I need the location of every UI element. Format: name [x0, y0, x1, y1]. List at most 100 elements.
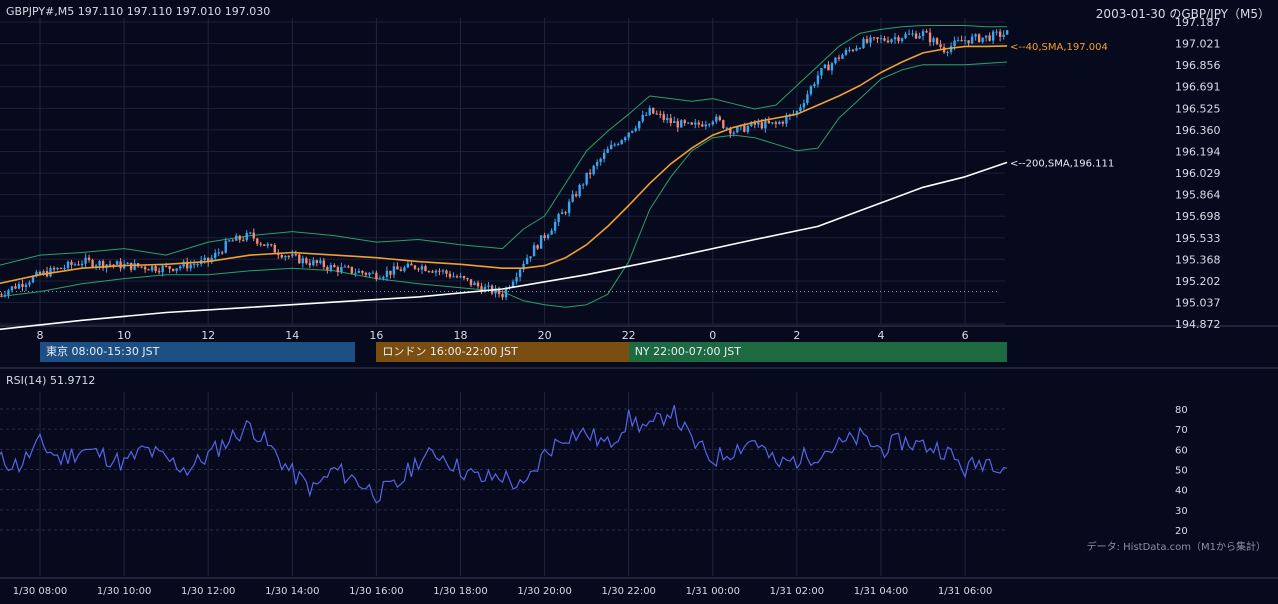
candle-body — [455, 276, 459, 278]
candle-body — [294, 254, 298, 256]
candle-body — [94, 265, 98, 267]
candle-body — [319, 260, 322, 264]
price-x-tick: 16 — [369, 329, 383, 342]
price-y-tick: 195.037 — [1175, 296, 1221, 309]
candle-body — [270, 244, 273, 246]
candle-body — [795, 111, 799, 114]
candle-body — [820, 68, 823, 76]
candle-body — [445, 270, 448, 274]
candle-body — [743, 124, 746, 132]
candle-body — [410, 263, 413, 266]
candle-body — [252, 232, 255, 239]
candle-body — [147, 269, 150, 271]
candle-body — [511, 281, 515, 288]
candle-body — [718, 116, 722, 121]
candle-body — [87, 257, 91, 261]
candle-body — [918, 35, 921, 39]
candle-body — [862, 38, 865, 49]
candle-body — [462, 276, 466, 279]
candle-body — [778, 121, 781, 124]
candle-body — [515, 277, 518, 282]
candle-body — [655, 113, 658, 115]
candle-body — [315, 260, 319, 264]
candle-body — [680, 120, 683, 128]
candle-body — [991, 31, 995, 41]
candle-body — [7, 290, 10, 295]
candle-body — [427, 271, 431, 273]
candle-body — [101, 261, 105, 269]
candle-body — [984, 35, 988, 38]
candle-body — [683, 120, 686, 123]
candle-body — [312, 260, 315, 266]
candle-body — [879, 38, 883, 40]
candle-body — [613, 144, 616, 146]
candle-body — [115, 261, 119, 265]
candle-body — [112, 264, 115, 266]
candle-body — [785, 116, 788, 124]
price-x-tick: 12 — [201, 329, 215, 342]
candle-body — [904, 34, 907, 39]
candle-body — [284, 256, 287, 258]
candle-body — [63, 267, 66, 269]
candle-body — [80, 263, 84, 266]
symbol-header: GBPJPY#,M5 197.110 197.110 197.010 197.0… — [6, 5, 271, 18]
time-axis-tick: 1/30 20:00 — [517, 586, 571, 597]
sma40-line — [0, 45, 1008, 285]
rsi-y-tick: 30 — [1175, 506, 1188, 517]
candle-body — [907, 33, 911, 35]
source-note: データ: HistData.com（M1から集計） — [1087, 540, 1266, 553]
price-x-tick: 0 — [709, 329, 716, 342]
candle-body — [326, 267, 329, 270]
rsi-title: RSI(14) 51.9712 — [6, 374, 95, 387]
candle-body — [0, 294, 3, 296]
candle-body — [210, 257, 213, 263]
candle-body — [711, 121, 714, 125]
candle-body — [129, 262, 133, 270]
candle-body — [249, 232, 252, 234]
candle-body — [715, 116, 718, 122]
candle-body — [280, 255, 283, 258]
candle-body — [231, 240, 234, 242]
candle-body — [827, 64, 830, 71]
time-axis-tick: 1/30 18:00 — [433, 586, 487, 597]
price-y-tick: 194.872 — [1175, 318, 1221, 331]
candle-body — [322, 260, 326, 268]
candle-body — [553, 221, 557, 231]
candle-body — [988, 35, 991, 41]
price-x-tick: 10 — [117, 329, 131, 342]
candle-body — [38, 271, 42, 275]
candle-body — [722, 120, 725, 129]
candle-body — [406, 263, 410, 268]
candle-body — [949, 46, 953, 52]
rsi-y-tick: 20 — [1175, 526, 1188, 537]
candle-body — [466, 278, 469, 280]
candle-body — [382, 276, 385, 279]
price-x-tick: 20 — [538, 329, 552, 342]
sma200-line — [0, 161, 1008, 331]
candle-body — [694, 122, 697, 125]
candle-body — [830, 63, 834, 71]
candle-body — [911, 33, 914, 35]
candle-body — [725, 127, 729, 129]
candle-body — [851, 49, 855, 51]
candle-body — [333, 265, 336, 268]
candle-body — [140, 266, 143, 268]
candle-body — [245, 232, 248, 241]
rsi-y-tick: 60 — [1175, 445, 1188, 456]
candle-body — [452, 276, 455, 278]
session-bar-london: ロンドン 16:00-22:00 JST — [376, 342, 629, 362]
candle-body — [343, 266, 347, 268]
price-y-tick: 196.856 — [1175, 59, 1221, 72]
candle-body — [480, 286, 483, 293]
candle-body — [977, 34, 981, 43]
candle-body — [168, 266, 171, 269]
candle-body — [687, 122, 690, 124]
candle-body — [774, 122, 778, 124]
candle-body — [998, 31, 1002, 37]
candle-body — [1005, 30, 1009, 35]
candle-body — [564, 212, 567, 214]
candle-body — [813, 84, 816, 87]
candle-body — [98, 261, 101, 266]
price-x-tick: 18 — [454, 329, 468, 342]
price-y-tick: 196.691 — [1175, 81, 1221, 94]
